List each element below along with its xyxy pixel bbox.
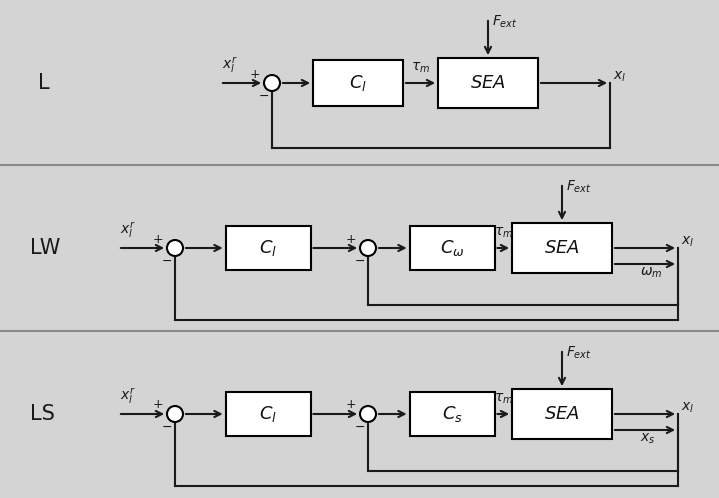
Circle shape [167, 406, 183, 422]
Text: $F_{ext}$: $F_{ext}$ [492, 14, 518, 30]
Text: $-$: $-$ [354, 419, 365, 432]
Bar [313, 60, 403, 106]
Text: LS: LS [30, 404, 55, 424]
Text: $+$: $+$ [152, 233, 164, 246]
Text: $C_\omega$: $C_\omega$ [440, 238, 464, 258]
Text: $\tau_m$: $\tau_m$ [411, 61, 430, 75]
Circle shape [264, 75, 280, 91]
Text: $+$: $+$ [249, 68, 260, 81]
Text: $C_s$: $C_s$ [441, 404, 462, 424]
Text: $x_l$: $x_l$ [681, 235, 695, 249]
Bar [410, 226, 495, 270]
Text: $F_{ext}$: $F_{ext}$ [566, 179, 592, 195]
Text: $+$: $+$ [345, 233, 357, 246]
Text: $x_l$: $x_l$ [681, 401, 695, 415]
Bar [438, 58, 538, 108]
Circle shape [167, 240, 183, 256]
Bar [226, 226, 311, 270]
Text: $SEA$: $SEA$ [544, 239, 580, 257]
Text: $\tau_m$: $\tau_m$ [494, 226, 513, 240]
Text: $C_l$: $C_l$ [259, 238, 277, 258]
Text: $F_{ext}$: $F_{ext}$ [566, 345, 592, 362]
Text: $-$: $-$ [162, 419, 173, 432]
Text: $x_l^r$: $x_l^r$ [120, 386, 136, 406]
Circle shape [360, 406, 376, 422]
Text: $-$: $-$ [258, 89, 270, 102]
Text: L: L [38, 73, 50, 93]
Text: $C_l$: $C_l$ [349, 73, 367, 93]
Text: $x_l^r$: $x_l^r$ [120, 220, 136, 240]
Text: LW: LW [30, 238, 60, 258]
Bar [512, 389, 612, 439]
Text: $\omega_m$: $\omega_m$ [640, 266, 662, 280]
Text: $-$: $-$ [162, 253, 173, 266]
Text: $x_l$: $x_l$ [613, 70, 626, 84]
Text: $x_l^r$: $x_l^r$ [222, 55, 238, 75]
Text: $x_s$: $x_s$ [640, 432, 656, 446]
Bar [410, 392, 495, 436]
Bar [226, 392, 311, 436]
Text: $\tau_m$: $\tau_m$ [494, 391, 513, 406]
Circle shape [360, 240, 376, 256]
Text: $+$: $+$ [152, 398, 164, 411]
Text: $+$: $+$ [345, 398, 357, 411]
Text: $C_l$: $C_l$ [259, 404, 277, 424]
Text: $-$: $-$ [354, 253, 365, 266]
Text: $SEA$: $SEA$ [544, 405, 580, 423]
Bar [512, 223, 612, 273]
Text: $SEA$: $SEA$ [470, 74, 506, 92]
